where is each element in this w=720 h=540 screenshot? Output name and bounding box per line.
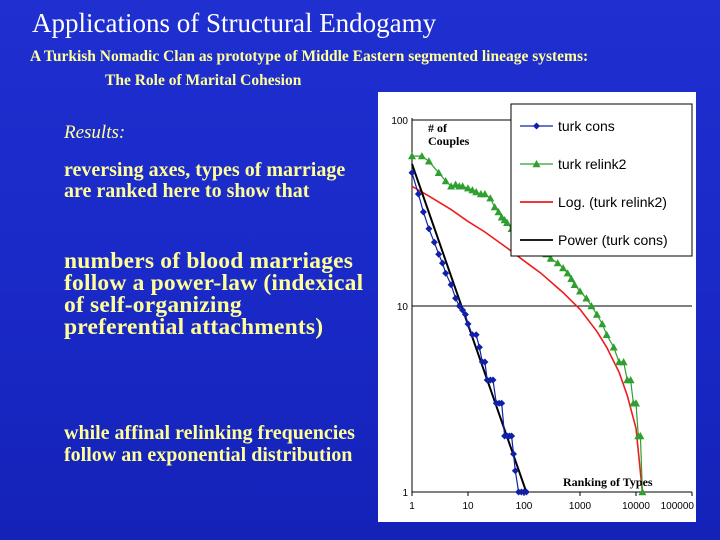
turk-relink2-point (563, 269, 572, 277)
turk-relink2-point (576, 287, 584, 295)
legend-diamond-marker (533, 122, 540, 130)
turk-relink2-point (434, 168, 443, 176)
turk-cons-point (498, 399, 506, 407)
turk-cons-point (511, 467, 519, 475)
turk-relink2-point (503, 218, 512, 226)
turk-cons-point (430, 238, 438, 246)
legend: turk cons turk relink2 Log. (turk relink2)… (510, 103, 693, 257)
turk-relink2-point (626, 376, 635, 384)
turk-relink2-point (424, 157, 433, 165)
turk-relink2-point (592, 310, 601, 318)
x-tick-label: 1000 (569, 501, 592, 512)
turk-cons-point (455, 302, 463, 310)
turk-relink2-point (602, 330, 611, 338)
turk-cons-point (439, 259, 446, 267)
turk-relink2-point (609, 343, 618, 351)
turk-relink2-point (638, 488, 647, 496)
turk-relink2-point (553, 259, 562, 267)
turk-relink2-point (587, 302, 596, 310)
turk-relink2-point (441, 177, 450, 185)
paragraph-exponential: while affinal relinking frequencies foll… (64, 422, 355, 466)
turk-cons-point (468, 331, 476, 339)
turk-relink2-point (486, 194, 495, 202)
turk-relink2-point (408, 152, 416, 160)
turk-relink2-point (417, 152, 426, 160)
turk-relink2-point (480, 190, 489, 198)
turk-relink2-point (559, 264, 568, 272)
turk-relink2-point (490, 203, 499, 211)
turk-cons-point (414, 190, 422, 198)
turk-cons-point (447, 281, 455, 289)
fit-log-turk-relink2-line (411, 185, 644, 493)
turk-relink2-point (464, 184, 472, 192)
turk-relink2-point (570, 280, 579, 288)
y-tick-label: 10 (397, 302, 409, 313)
turk-cons-point (442, 269, 450, 277)
turk-relink2-point (494, 208, 503, 216)
turk-cons-point (408, 169, 416, 177)
turk-cons-point (461, 311, 469, 318)
turk-relink2-point (619, 358, 628, 366)
turk-relink2-point (632, 399, 640, 407)
paragraph-power-law: numbers of blood marriages follow a powe… (64, 248, 364, 340)
turk-cons-point (472, 331, 480, 339)
turk-cons-point (425, 225, 433, 233)
paragraph-axes: reversing axes, types of marriage are ra… (64, 159, 346, 202)
turk-relink2-point (636, 432, 645, 440)
turk-relink2-point (472, 188, 481, 196)
slide-subtitle-line1: A Turkish Nomadic Clan as prototype of M… (30, 48, 589, 65)
rank-frequency-chart: 1 10 100 1 10 100 1000 10000 100000 # of Couples… (378, 92, 696, 522)
x-tick-label: 100 (516, 501, 533, 512)
legend-entry-label: Log. (turk relink2) (558, 194, 667, 210)
turk-relink2-point (546, 254, 555, 262)
turk-cons-point (481, 358, 489, 366)
turk-relink2-point (458, 182, 467, 190)
y-tick-label: 100 (391, 116, 408, 127)
turk-relink2-point (582, 294, 591, 302)
turk-relink2-point (567, 274, 576, 282)
legend-triangle-marker (532, 160, 541, 168)
x-tick-label: 1 (409, 501, 415, 512)
slide-title: Applications of Structural Endogamy (32, 8, 437, 38)
slide-subtitle-line2: The Role of Marital Cohesion (105, 72, 302, 89)
turk-cons-point (452, 294, 460, 302)
turk-cons-point (435, 250, 443, 258)
turk-cons-point (419, 208, 427, 216)
turk-cons-point (522, 488, 530, 496)
turk-cons-point (510, 450, 517, 458)
turk-cons-point (464, 320, 472, 328)
turk-relink2-point (598, 320, 607, 328)
y-axis-label-line1: # of (428, 121, 448, 135)
turk-cons-point (508, 432, 516, 440)
legend-entry-label: turk relink2 (558, 156, 627, 172)
legend-entry-label: Power (turk cons) (558, 232, 668, 248)
x-tick-label: 10 (462, 501, 474, 512)
turk-cons-point (459, 306, 467, 314)
x-tick-label: 100000 (661, 501, 695, 512)
legend-entry-label: turk cons (558, 118, 615, 134)
turk-cons-point (489, 376, 497, 384)
turk-cons-point (475, 343, 483, 351)
y-tick-label: 1 (402, 488, 408, 499)
x-axis-label: Ranking of Types (563, 475, 653, 489)
y-axis-label-line2: Couples (428, 134, 470, 148)
results-label: Results: (64, 122, 126, 143)
x-tick-label: 10000 (622, 501, 650, 512)
